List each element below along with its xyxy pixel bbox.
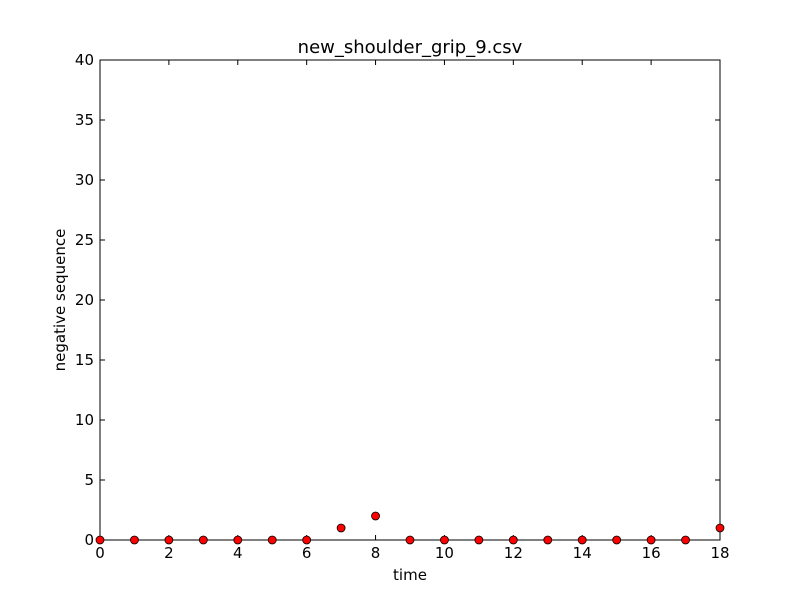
x-tick-label: 4 [233, 544, 243, 562]
data-point [95, 535, 105, 545]
data-point [233, 535, 243, 545]
data-point [681, 535, 690, 545]
y-axis-label: negative sequence [51, 229, 69, 372]
x-tick-label: 16 [642, 544, 661, 562]
data-point [164, 535, 174, 545]
data-point [715, 523, 725, 533]
y-tick-label: 5 [84, 471, 94, 489]
chart-title: new_shoulder_grip_9.csv [298, 37, 523, 58]
data-points [95, 511, 725, 545]
y-tick-label: 25 [75, 231, 94, 249]
x-tick-label: 18 [710, 544, 729, 562]
data-point [405, 535, 415, 545]
x-tick-label: 0 [95, 544, 105, 562]
plot-frame [99, 59, 721, 541]
data-point [474, 535, 484, 545]
x-tick-label: 12 [504, 544, 523, 562]
x-tick-label: 14 [573, 544, 592, 562]
x-axis-label: time [393, 566, 427, 584]
y-tick-label: 35 [75, 111, 94, 129]
y-tick-label: 30 [75, 171, 94, 189]
data-point [371, 511, 380, 521]
y-tick-label: 15 [75, 351, 94, 369]
data-point [267, 535, 277, 545]
data-point [612, 535, 622, 545]
y-tick-label: 10 [75, 411, 94, 429]
data-point [130, 535, 139, 545]
y-tick-label: 0 [84, 531, 94, 549]
plot-area [99, 59, 721, 541]
data-point [302, 535, 312, 545]
data-point [440, 535, 449, 545]
x-tick-label: 10 [435, 544, 454, 562]
data-point [543, 535, 553, 545]
x-tick-label: 2 [164, 544, 174, 562]
x-tick-label: 8 [371, 544, 381, 562]
y-tick-label: 20 [75, 291, 94, 309]
data-point [646, 535, 656, 545]
data-point [336, 523, 346, 533]
x-tick-label: 6 [302, 544, 312, 562]
data-point [577, 535, 587, 545]
data-point [508, 535, 518, 545]
tick-labels: 0 2 4 6 8 10 12 14 16 18 0 5 10 15 20 25 30 35 40 [75, 51, 730, 562]
y-tick-label: 40 [75, 51, 94, 69]
data-point [198, 535, 208, 545]
